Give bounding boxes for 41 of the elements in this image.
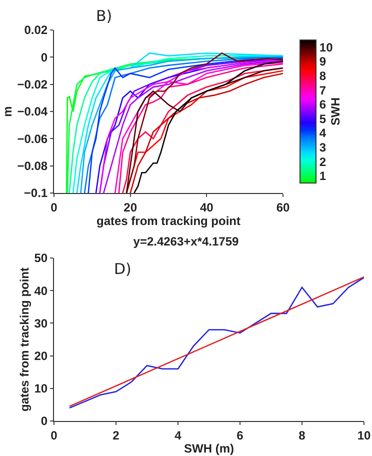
color-bar-label: 6 — [319, 98, 326, 112]
color-bar-label: 7 — [319, 83, 326, 98]
annotation: D) — [114, 260, 132, 278]
x-tick-label: 20 — [124, 200, 138, 214]
x-tick-label: 6 — [236, 428, 244, 442]
y-tick-label: 40 — [34, 284, 48, 298]
x-tick-label: 8 — [298, 428, 306, 442]
y-tick-label: 50 — [34, 251, 48, 266]
color-bar-label: 3 — [319, 140, 326, 154]
color-bar-label: 10 — [319, 40, 334, 54]
color-bar-label: 8 — [319, 68, 326, 83]
x-axis-title: gates from tracking point — [96, 214, 241, 228]
x-tick-label: 0 — [50, 428, 58, 442]
x-tick-label: 0 — [50, 200, 58, 214]
x-tick-label: 10 — [357, 428, 371, 442]
y-tick-label: −0.08 — [17, 159, 48, 174]
x-axis-title: SWH (m) — [184, 441, 234, 456]
color-bar-label: 1 — [319, 169, 326, 184]
color-bar-label: 5 — [319, 112, 326, 126]
y-tick-label: −0.06 — [17, 132, 48, 146]
y-axis-title: gates from tracking point — [18, 267, 32, 412]
y-tick-label: 30 — [34, 316, 48, 330]
x-tick-label: 4 — [174, 428, 182, 442]
color-bar-label: 4 — [319, 126, 326, 140]
color-bar-label: 2 — [319, 154, 326, 169]
y-tick-label: 10 — [34, 382, 48, 396]
text: B) — [96, 7, 112, 25]
chart-title: y=2.4263+x*4.1759 — [133, 234, 240, 249]
y-axis-title: m — [0, 106, 15, 117]
y-tick-label: 0 — [40, 414, 48, 428]
y-tick-label: −0.02 — [17, 78, 48, 92]
color-bar-label: 9 — [319, 54, 326, 69]
y-tick-label: 0.02 — [24, 23, 48, 38]
y-tick-label: 20 — [34, 349, 48, 363]
color-bar-title: SWH — [328, 98, 342, 126]
x-tick-label: 60 — [276, 200, 290, 214]
x-tick-label: 2 — [112, 428, 120, 442]
y-tick-label: −0.1 — [24, 186, 48, 200]
y-tick-label: −0.04 — [17, 104, 48, 119]
y-tick-label: 0 — [40, 50, 48, 64]
x-tick-label: 40 — [200, 200, 214, 214]
